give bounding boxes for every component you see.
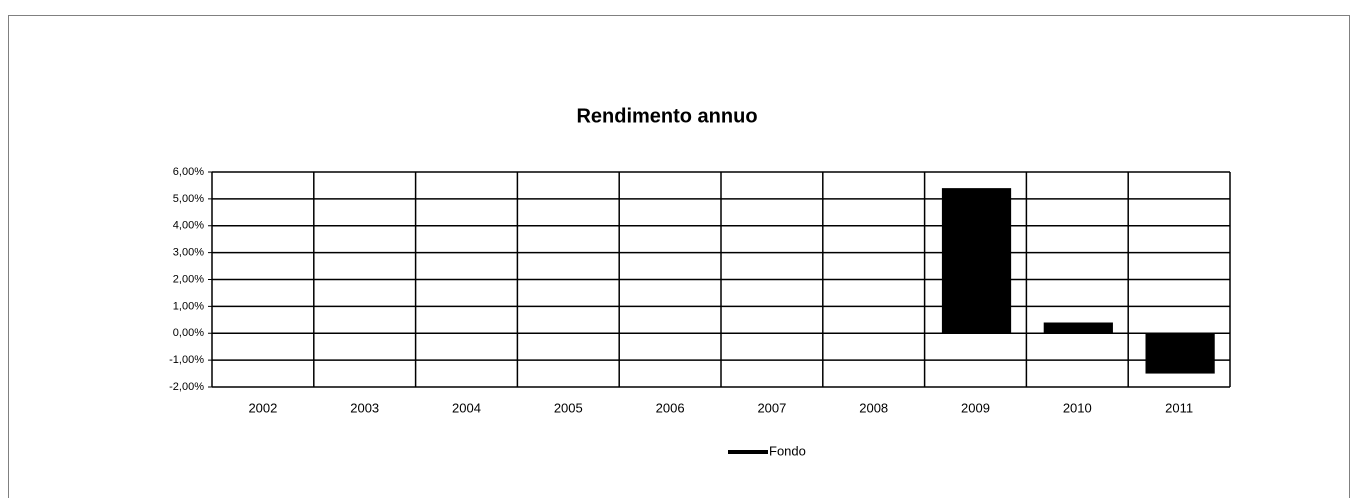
x-tick-label: 2005 (554, 400, 583, 415)
x-tick-label: 2010 (1063, 400, 1092, 415)
x-tick-label: 2011 (1165, 400, 1193, 415)
x-tick-label: 2008 (859, 400, 888, 415)
bar (1145, 333, 1215, 374)
x-tick-label: 2003 (350, 400, 379, 415)
x-tick-label: 2004 (452, 400, 481, 415)
chart-border (8, 15, 1350, 498)
y-tick-label: -2,00% (169, 381, 204, 393)
x-tick-label: 2006 (656, 400, 685, 415)
x-tick-label: 2007 (757, 400, 786, 415)
chart-title: Rendimento annuo (576, 105, 757, 127)
legend-label: Fondo (769, 443, 806, 458)
y-tick-label: 1,00% (173, 300, 204, 312)
y-tick-label: 2,00% (173, 273, 204, 285)
y-tick-label: 3,00% (173, 247, 204, 259)
bar (1043, 322, 1113, 334)
y-tick-label: 6,00% (173, 166, 204, 178)
y-tick-label: 5,00% (173, 193, 204, 205)
y-tick-label: 0,00% (173, 327, 204, 339)
y-tick-label: 4,00% (173, 220, 204, 232)
x-tick-label: 2002 (248, 400, 277, 415)
x-tick-label: 2009 (961, 400, 990, 415)
bar (941, 188, 1012, 334)
y-tick-label: -1,00% (169, 354, 204, 366)
